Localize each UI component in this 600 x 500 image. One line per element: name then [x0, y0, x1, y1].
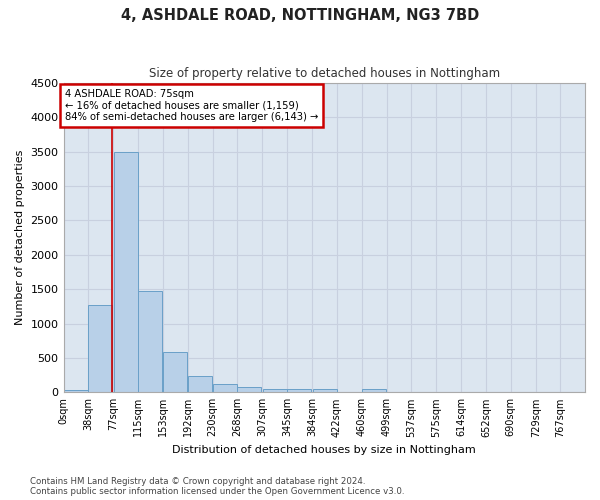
Text: 4, ASHDALE ROAD, NOTTINGHAM, NG3 7BD: 4, ASHDALE ROAD, NOTTINGHAM, NG3 7BD [121, 8, 479, 22]
Bar [238, 387, 262, 392]
Bar [88, 305, 112, 392]
Bar [287, 389, 311, 392]
Title: Size of property relative to detached houses in Nottingham: Size of property relative to detached ho… [149, 68, 500, 80]
X-axis label: Distribution of detached houses by size in Nottingham: Distribution of detached houses by size … [172, 445, 476, 455]
Text: 4 ASHDALE ROAD: 75sqm
← 16% of detached houses are smaller (1,159)
84% of semi-d: 4 ASHDALE ROAD: 75sqm ← 16% of detached … [65, 88, 318, 122]
Bar [263, 388, 287, 392]
Bar [362, 388, 386, 392]
Bar [64, 390, 88, 392]
Bar [139, 290, 163, 392]
Text: Contains HM Land Registry data © Crown copyright and database right 2024.: Contains HM Land Registry data © Crown c… [30, 476, 365, 486]
Text: Contains public sector information licensed under the Open Government Licence v3: Contains public sector information licen… [30, 487, 404, 496]
Bar [163, 352, 187, 393]
Bar [188, 376, 212, 392]
Bar [213, 384, 237, 392]
Bar [114, 152, 138, 392]
Y-axis label: Number of detached properties: Number of detached properties [15, 150, 25, 326]
Bar [313, 388, 337, 392]
